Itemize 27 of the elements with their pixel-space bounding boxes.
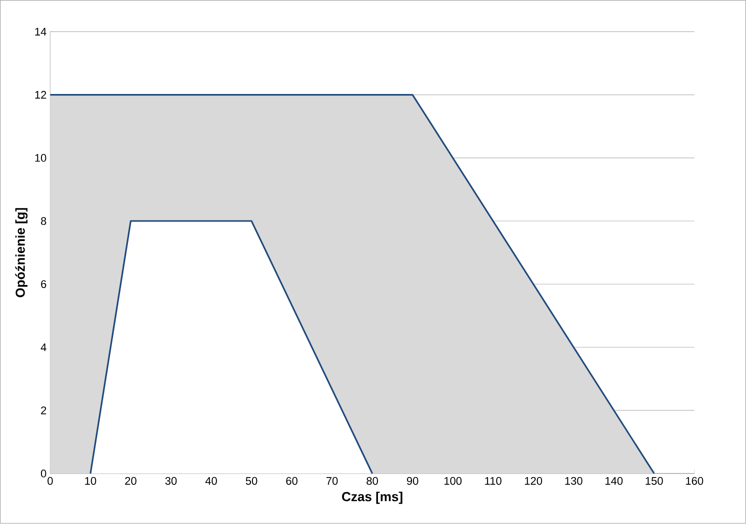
y-tick-label: 4 (40, 344, 46, 352)
y-tick-label: 14 (35, 28, 46, 36)
x-tick-label: 20 (125, 477, 136, 485)
x-tick-label: 80 (366, 477, 378, 485)
x-tick-label: 60 (286, 477, 298, 485)
y-tick-label: 6 (41, 280, 46, 288)
x-tick-label: 140 (606, 477, 623, 485)
x-tick-label: 40 (205, 477, 217, 485)
y-tick-label: 12 (35, 91, 46, 99)
x-tick-label: 0 (48, 477, 53, 485)
x-tick-label: 110 (485, 477, 502, 485)
x-tick-label: 90 (406, 477, 418, 485)
y-tick-label: 0 (40, 470, 46, 478)
x-tick-label: 130 (565, 477, 582, 485)
x-tick-label: 160 (686, 477, 704, 485)
x-tick-label: 150 (646, 477, 663, 485)
x-tick-label: 120 (524, 477, 542, 485)
x-axis-title: Czas [ms] (342, 492, 402, 504)
y-axis-title: Opóźnienie [g] (15, 208, 28, 298)
x-tick-label: 70 (326, 477, 338, 485)
y-tick-label: 2 (41, 406, 46, 414)
y-tick-label: 8 (40, 217, 46, 226)
x-tick-label: 50 (246, 477, 258, 485)
x-tick-label: 30 (165, 477, 177, 485)
y-tick-label: 10 (35, 154, 46, 162)
x-tick-label: 10 (85, 477, 96, 485)
x-tick-label: 100 (444, 477, 462, 485)
